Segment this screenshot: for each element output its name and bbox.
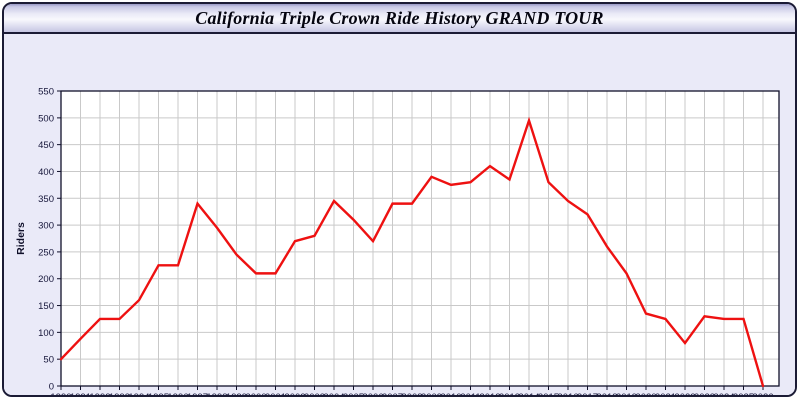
x-tick-label: 2015 (538, 392, 559, 397)
x-tick-label: 2002 (284, 392, 305, 397)
y-tick-label: 400 (38, 167, 54, 178)
y-tick-label: 550 (38, 87, 54, 98)
y-tick-label: 100 (38, 328, 54, 339)
x-tick-label: 1995 (148, 392, 169, 397)
y-axis-title: Riders (15, 222, 27, 255)
x-tick-label: 2024 (713, 392, 734, 397)
x-tick-label: 2000 (245, 392, 266, 397)
x-tick-label: 1991 (70, 392, 91, 397)
x-tick-label: 2004 (323, 392, 344, 397)
x-tick-label: 2012 (479, 392, 500, 397)
y-tick-label: 0 (49, 382, 54, 393)
x-tick-label: 2018 (596, 392, 617, 397)
x-tick-label: 2022 (674, 392, 695, 397)
line-chart: 1990 1991 1992 1993 1994 1995 1996 1997 1998 1999… (4, 34, 795, 395)
x-tick-label: 2016 (557, 392, 578, 397)
x-tick-label: 2017 (577, 392, 598, 397)
x-tick-label: 2023 (694, 392, 715, 397)
y-tick-label: 150 (38, 301, 54, 312)
x-tick-label: 2006 (362, 392, 383, 397)
y-tick-label: 200 (38, 274, 54, 285)
chart-panel: 1990 1991 1992 1993 1994 1995 1996 1997 1998 1999… (4, 34, 795, 395)
gridlines (61, 91, 779, 386)
plot-frame (60, 90, 780, 387)
x-tick-label: 2020 (635, 392, 656, 397)
y-tick-label: 500 (38, 113, 54, 124)
y-tick-label: 250 (38, 247, 54, 258)
x-tick-label: 2021 (655, 392, 676, 397)
x-tick-label: 1994 (128, 392, 149, 397)
x-tick-label: 2009 (421, 392, 442, 397)
x-tick-label: 2025 (733, 392, 754, 397)
y-tick-label: 350 (38, 194, 54, 205)
chart-canvas: 1990199119921993199419951996199719981999… (15, 87, 780, 397)
title-bar: California Triple Crown Ride History GRA… (4, 4, 795, 34)
x-axis-labels: 1990199119921993199419951996199719981999… (50, 392, 773, 397)
x-tick-label: 1998 (206, 392, 227, 397)
window-title: California Triple Crown Ride History GRA… (195, 7, 604, 28)
x-tick-label: 1990 (50, 392, 71, 397)
x-tick-label: 1999 (226, 392, 247, 397)
x-tick-label: 2005 (343, 392, 364, 397)
y-axis-labels: 0 50 100 150 200 250 300 350 400 450 500 550 (38, 87, 54, 393)
x-tick-label: 2013 (499, 392, 520, 397)
axis-ticks (57, 90, 764, 390)
y-tick-label: 450 (38, 140, 54, 151)
y-tick-label: 300 (38, 221, 54, 232)
y-tick-label: 50 (43, 355, 54, 366)
x-tick-label: 2011 (460, 392, 480, 397)
x-tick-label: 2001 (265, 392, 286, 397)
ride-history-line (59, 116, 765, 388)
x-tick-label: 2003 (304, 392, 325, 397)
x-tick-label: 2010 (440, 392, 461, 397)
x-tick-label: 2008 (401, 392, 422, 397)
x-tick-label: 2014 (518, 392, 539, 397)
x-tick-label: 1993 (109, 392, 130, 397)
plot-area (61, 91, 779, 386)
x-tick-label: 1992 (89, 392, 110, 397)
x-tick-label: 1996 (167, 392, 188, 397)
x-tick-label: 2007 (382, 392, 403, 397)
x-tick-label: 1997 (187, 392, 208, 397)
x-tick-label: 2019 (616, 392, 637, 397)
x-tick-label: 2026 (752, 392, 773, 397)
